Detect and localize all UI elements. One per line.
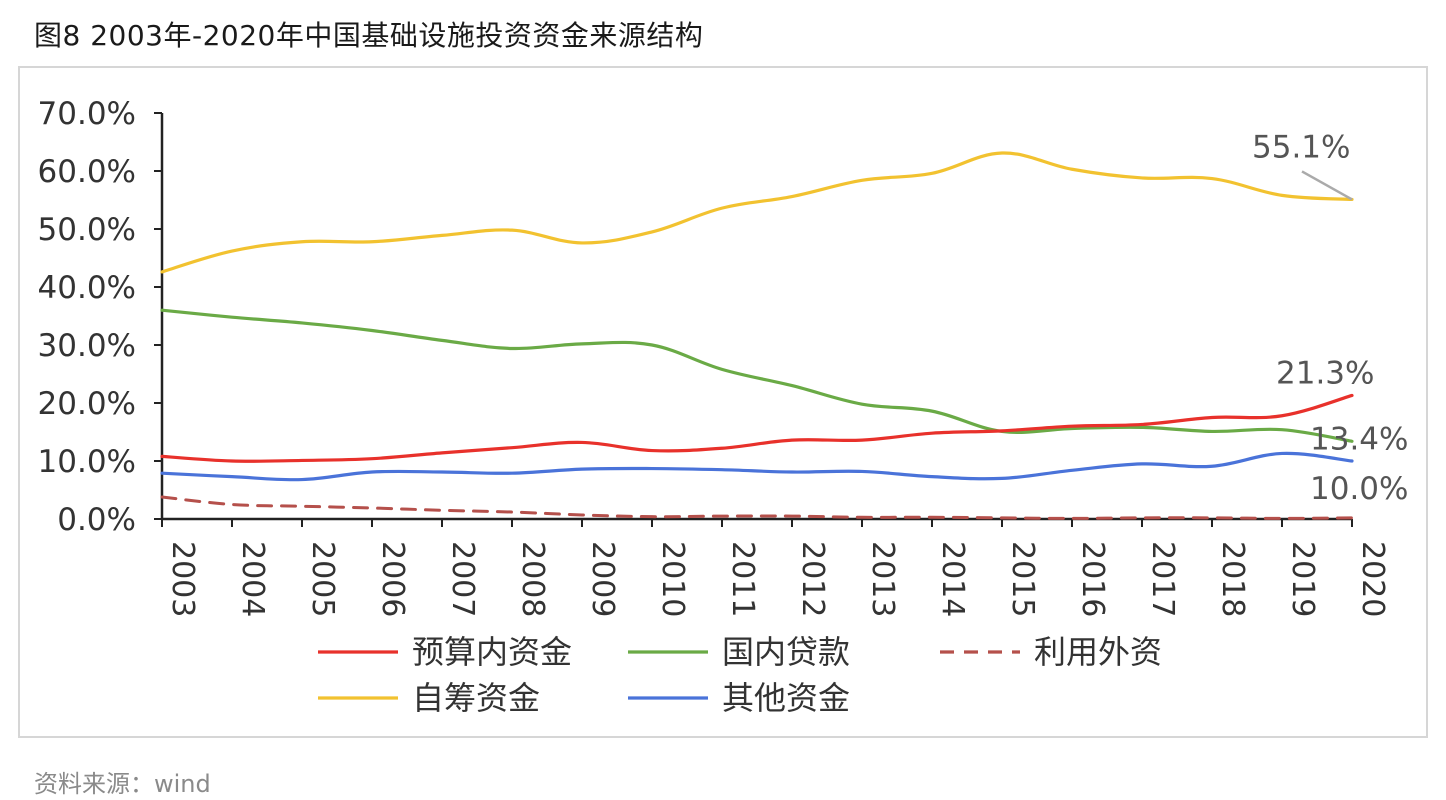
legend-label: 预算内资金 — [412, 633, 572, 671]
x-tick-label: 2016 — [1075, 541, 1110, 617]
x-tick-label: 2006 — [375, 541, 410, 617]
x-tick-label: 2018 — [1215, 541, 1250, 617]
x-tick-label: 2011 — [725, 541, 760, 617]
series-line — [160, 393, 1354, 463]
legend-label: 其他资金 — [722, 679, 850, 717]
y-tick-label: 10.0% — [38, 444, 136, 480]
line-chart: 0.0% 10.0% 20.0% 30.0% 40.0% 50.0% 60.0% 70.0% 2… — [38, 96, 1409, 717]
y-tick-label: 70.0% — [38, 96, 136, 132]
x-tick-label: 2010 — [655, 541, 690, 617]
legend-label: 国内贷款 — [722, 633, 850, 671]
data-label-leader — [1301, 170, 1353, 201]
x-tick-label: 2005 — [305, 541, 340, 617]
series-line — [160, 308, 1354, 443]
x-tick-label: 2004 — [235, 541, 270, 617]
x-tick-label: 2014 — [935, 541, 970, 617]
x-tick-label: 2009 — [585, 541, 620, 617]
x-tick-label: 2020 — [1355, 541, 1390, 617]
series-line — [160, 451, 1354, 482]
x-tick-label: 2013 — [865, 541, 900, 617]
figure-title: 图8 2003年-2020年中国基础设施投资资金来源结构 — [34, 19, 704, 52]
legend-label: 自筹资金 — [412, 679, 540, 717]
data-label: 10.0% — [1310, 471, 1408, 507]
series-line — [160, 495, 1354, 520]
x-tick-label: 2008 — [515, 541, 550, 617]
chart-series-lines — [160, 151, 1354, 520]
figure-source: 资料来源：wind — [34, 770, 211, 798]
x-tick-label: 2015 — [1005, 541, 1040, 617]
y-tick-label: 60.0% — [38, 154, 136, 190]
data-label: 55.1% — [1252, 129, 1350, 165]
x-tick-label: 2017 — [1145, 541, 1180, 617]
x-tick-label: 2019 — [1285, 541, 1320, 617]
series-line — [160, 151, 1354, 274]
y-tick-label: 20.0% — [38, 386, 136, 422]
x-tick-label: 2012 — [795, 541, 830, 617]
data-label: 13.4% — [1310, 421, 1408, 457]
y-tick-label: 40.0% — [38, 270, 136, 306]
data-label: 21.3% — [1276, 355, 1374, 391]
legend-label: 利用外资 — [1034, 633, 1162, 671]
y-tick-label: 0.0% — [57, 502, 136, 538]
chart-axes: 0.0% 10.0% 20.0% 30.0% 40.0% 50.0% 60.0% 70.0% 2… — [38, 96, 1390, 617]
x-tick-label: 2003 — [165, 541, 200, 617]
y-tick-label: 30.0% — [38, 328, 136, 364]
y-tick-label: 50.0% — [38, 212, 136, 248]
chart-data-labels: 55.1% 21.3% 13.4% 10.0% — [1252, 129, 1408, 507]
x-tick-label: 2007 — [445, 541, 480, 617]
